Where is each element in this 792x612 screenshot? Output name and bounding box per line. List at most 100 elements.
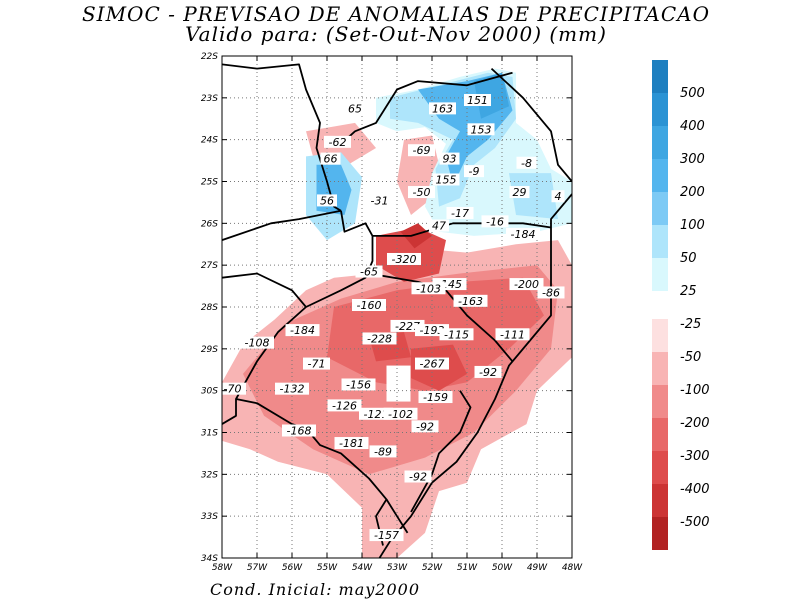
value-label: -160: [352, 299, 386, 312]
colorbar-swatch: [652, 192, 668, 225]
lat-tick-label: 31S: [201, 429, 218, 439]
colorbar-swatch: [652, 159, 668, 192]
value-label-box: [324, 135, 351, 148]
value-label-text: 56: [320, 194, 334, 207]
colorbar-swatch: [652, 484, 668, 517]
value-label: 66: [320, 152, 341, 166]
value-label-box: [509, 278, 544, 291]
value-label-box: [334, 437, 369, 450]
value-label: -65: [355, 265, 383, 279]
value-label-text: -92: [479, 366, 497, 379]
value-label-box: [516, 156, 537, 169]
value-label-box: [467, 123, 495, 136]
value-label-text: -103: [416, 282, 441, 295]
value-label-text: -108: [245, 337, 270, 350]
colorbar-label: 100: [680, 218, 705, 233]
border-argentina-paraguay-south: [222, 272, 307, 308]
value-label: -9: [464, 165, 484, 178]
anomaly-region: [509, 173, 558, 220]
value-label-box: [418, 391, 453, 404]
value-label: -71: [303, 357, 330, 371]
value-label: 29: [509, 186, 530, 199]
value-label-text: 29: [513, 186, 527, 199]
value-label-text: -267: [420, 358, 445, 371]
lon-tick-label: 50W: [492, 563, 513, 573]
value-label-text: 153: [471, 123, 492, 136]
value-label-text: -62: [329, 136, 347, 149]
value-label-box: [366, 194, 393, 207]
value-label-text: 65: [348, 102, 362, 115]
value-label-text: -121: [364, 408, 389, 421]
lat-tick-label: 24S: [201, 136, 218, 146]
map-axes: 22S23S24S25S26S27S28S29S30S31S32S33S34S5…: [201, 52, 583, 573]
lat-tick-label: 32S: [201, 470, 218, 480]
value-label-text: -163: [458, 295, 483, 308]
value-label: -320: [387, 252, 421, 266]
value-label: -17: [446, 206, 474, 220]
lon-tick-label: 58W: [212, 563, 233, 573]
value-label-box: [551, 190, 565, 203]
value-label-box: [464, 165, 484, 178]
value-label-text: -8: [521, 157, 532, 170]
value-label-text: -92: [409, 471, 427, 484]
value-label: -132: [275, 382, 309, 396]
value-label-box: [506, 227, 540, 240]
value-label-text: -92: [416, 420, 434, 433]
value-label-box: [317, 194, 337, 207]
value-label-text: -16: [486, 215, 504, 228]
value-label-box: [219, 382, 246, 395]
value-label-box: [446, 206, 474, 219]
value-label: -126: [327, 399, 362, 412]
value-label-box: [464, 94, 491, 107]
value-label-text: 93: [443, 153, 457, 166]
value-label-text: -65: [360, 266, 378, 279]
value-label: -184: [506, 227, 540, 241]
value-label-text: -126: [332, 399, 357, 412]
lon-tick-label: 48W: [562, 563, 583, 573]
border-brazil-uruguay: [235, 398, 388, 546]
value-label-box: [369, 529, 404, 542]
value-label: -86: [537, 286, 565, 299]
value-label: -200: [509, 278, 544, 291]
anomaly-region: [474, 72, 509, 119]
value-label: 56: [317, 194, 337, 207]
value-label-box: [481, 215, 509, 228]
colorbar-label: -50: [680, 350, 701, 365]
value-label-box: [355, 265, 383, 278]
value-label-text: -89: [374, 445, 392, 458]
value-label: -163: [453, 294, 488, 308]
value-label: 163: [429, 102, 456, 115]
value-label: -228: [362, 332, 397, 345]
colorbar-swatch: [652, 258, 668, 291]
colorbar-swatch: [652, 319, 668, 352]
value-label-box: [439, 328, 474, 341]
colorbar-swatch: [652, 517, 668, 550]
value-label-text: -111: [500, 328, 525, 341]
colorbar-swatch: [652, 385, 668, 418]
value-label-box: [275, 382, 309, 395]
lat-tick-label: 25S: [201, 178, 218, 188]
value-label-text: -156: [346, 378, 371, 391]
value-label-box: [439, 152, 460, 165]
value-label-text: -184: [511, 228, 536, 241]
value-label: 155: [432, 173, 460, 187]
value-label-text: -17: [451, 207, 469, 220]
value-label-text: -115: [444, 328, 469, 341]
colorbar-label: -300: [680, 449, 710, 464]
value-label: -168: [282, 424, 316, 438]
value-label: -111: [495, 328, 530, 341]
coastline: [378, 193, 572, 558]
border-state-pr-sc: [372, 222, 552, 237]
value-label: -157: [369, 529, 404, 542]
lat-tick-label: 28S: [201, 303, 218, 313]
value-label: 65: [345, 102, 365, 115]
value-label-text: -132: [280, 383, 305, 396]
political-borders: [222, 63, 572, 558]
value-label: -70: [219, 382, 246, 396]
value-label-box: [415, 357, 449, 370]
colorbar-swatch: [652, 93, 668, 126]
lat-tick-label: 34S: [201, 554, 218, 564]
value-label-box: [341, 378, 376, 391]
border-state-north: [340, 71, 513, 145]
